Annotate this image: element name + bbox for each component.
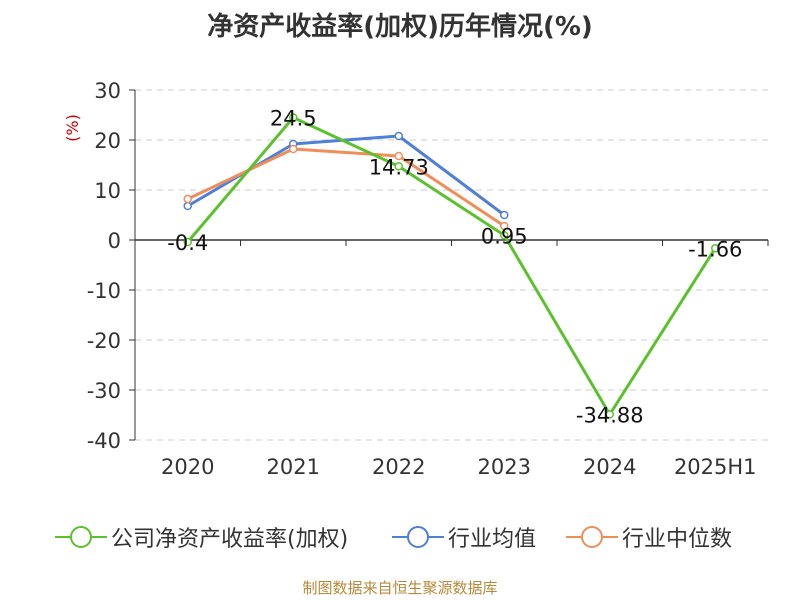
- data-label: 14.73: [369, 155, 429, 179]
- legend-label: 行业均值: [448, 527, 537, 552]
- data-point: [394, 131, 403, 141]
- series-line: [186, 116, 717, 416]
- line-chart: 30 20 10 0 -10 -20 -30 -40 (%) 2020 2021 2022 2023 20…: [63, 79, 769, 479]
- legend-item[interactable]: 行业均值: [392, 520, 536, 554]
- legend-marker-icon: [392, 526, 444, 548]
- data-point: [500, 210, 509, 220]
- data-point: [183, 201, 192, 211]
- chart-legend: 公司净资产收益率(加权) 行业均值 行业中位数: [0, 520, 800, 554]
- data-point: [394, 162, 403, 171]
- y-tick-label: 10: [94, 179, 121, 203]
- legend-marker-icon: [566, 526, 618, 548]
- legend-label: 行业中位数: [622, 527, 733, 552]
- data-label: 24.5: [270, 107, 317, 131]
- y-tick-label: 20: [94, 129, 121, 153]
- x-tick-label: 2022: [372, 455, 425, 479]
- data-label: -34.88: [576, 403, 644, 427]
- data-point: [183, 237, 192, 247]
- series-line: [187, 147, 506, 228]
- legend-label: 公司净资产收益率(加权): [111, 527, 349, 552]
- data-label: -0.4: [167, 231, 208, 255]
- data-point: [500, 231, 509, 240]
- y-tick-label: 30: [94, 79, 121, 103]
- chart-title: 净资产收益率(加权)历年情况(%): [207, 12, 593, 42]
- legend-item[interactable]: 公司净资产收益率(加权): [55, 520, 348, 554]
- data-label: -1.66: [688, 237, 742, 261]
- source-footer: 制图数据来自恒生聚源数据库: [302, 579, 498, 597]
- data-label: 0.95: [481, 224, 528, 248]
- x-tick-label: 2025H1: [674, 455, 757, 479]
- x-tick-label: 2024: [583, 455, 636, 479]
- legend-item[interactable]: 行业中位数: [566, 520, 732, 554]
- y-tick-label: -40: [87, 429, 121, 453]
- data-point: [500, 221, 509, 231]
- data-point: [605, 410, 614, 419]
- y-tick-label: -30: [87, 379, 121, 403]
- data-point: [289, 113, 298, 122]
- data-point: [711, 244, 720, 253]
- x-tick-label: 2020: [161, 455, 214, 479]
- x-tick-label: 2021: [267, 455, 320, 479]
- x-tick-label: 2023: [478, 455, 531, 479]
- data-point: [289, 144, 298, 154]
- y-tick-label: -20: [87, 329, 121, 353]
- y-tick-label: 0: [108, 229, 121, 253]
- y-tick-label: -10: [87, 279, 121, 303]
- legend-marker-icon: [55, 526, 107, 548]
- data-point: [183, 194, 192, 204]
- y-axis-label: (%): [63, 114, 82, 142]
- data-point: [394, 151, 403, 161]
